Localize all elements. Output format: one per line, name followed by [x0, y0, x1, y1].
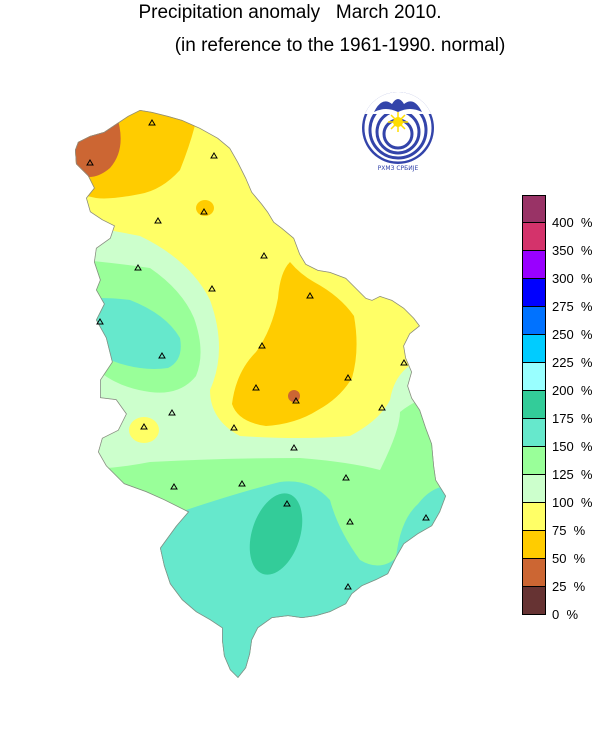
legend-swatch — [522, 391, 546, 419]
legend-item: 0 % — [522, 587, 600, 622]
station-marker — [283, 500, 291, 507]
station-marker — [400, 359, 408, 366]
legend-label: 300 % — [552, 271, 593, 286]
legend-item: 175 % — [522, 391, 600, 426]
legend-item: 200 % — [522, 363, 600, 398]
station-marker — [346, 518, 354, 525]
station-marker — [230, 424, 238, 431]
legend-label: 25 % — [552, 579, 586, 594]
legend-item: 300 % — [522, 251, 600, 286]
legend-swatch — [522, 475, 546, 503]
station-marker — [378, 404, 386, 411]
legend-item: 50 % — [522, 531, 600, 566]
legend-swatch — [522, 419, 546, 447]
station-marker — [344, 583, 352, 590]
legend-label: 250 % — [552, 327, 593, 342]
legend-label: 0 % — [552, 607, 579, 622]
rhmz-logo-icon: РХМЗ СРБИЈЕ — [362, 92, 434, 172]
station-marker — [210, 152, 218, 159]
legend-label: 350 % — [552, 243, 593, 258]
station-marker — [140, 423, 148, 430]
station-marker — [200, 208, 208, 215]
legend-swatch — [522, 559, 546, 587]
legend-swatch — [522, 307, 546, 335]
legend-swatch — [522, 587, 546, 615]
station-marker — [290, 444, 298, 451]
station-marker — [96, 318, 104, 325]
station-marker — [292, 397, 300, 404]
legend-swatch — [522, 363, 546, 391]
legend-swatch — [522, 503, 546, 531]
legend-swatch — [522, 251, 546, 279]
legend-label: 400 % — [552, 215, 593, 230]
station-marker — [258, 342, 266, 349]
legend-item: 225 % — [522, 335, 600, 370]
station-marker — [342, 474, 350, 481]
station-marker — [260, 252, 268, 259]
map-subtitle: (in reference to the 1961-1990. normal) — [174, 35, 506, 56]
station-marker — [422, 514, 430, 521]
legend-label: 150 % — [552, 439, 593, 454]
legend-item: 150 % — [522, 419, 600, 454]
station-marker — [86, 159, 94, 166]
station-marker — [134, 264, 142, 271]
station-marker — [208, 285, 216, 292]
station-marker — [238, 480, 246, 487]
legend-item: 75 % — [522, 503, 600, 538]
legend-label: 225 % — [552, 355, 593, 370]
legend-label: 200 % — [552, 383, 593, 398]
legend-item: 350 % — [522, 223, 600, 258]
map-title: Precipitation anomaly March 2010. — [138, 2, 442, 23]
station-marker — [168, 409, 176, 416]
station-marker — [252, 384, 260, 391]
legend-swatch — [522, 195, 546, 223]
logo-text: РХМЗ СРБИЈЕ — [378, 165, 419, 172]
station-marker — [170, 483, 178, 490]
legend-swatch — [522, 447, 546, 475]
legend-swatch — [522, 335, 546, 363]
station-marker — [306, 292, 314, 299]
legend-label: 125 % — [552, 467, 593, 482]
legend-label: 275 % — [552, 299, 593, 314]
station-marker — [344, 374, 352, 381]
legend-item: 25 % — [522, 559, 600, 594]
legend-swatch — [522, 531, 546, 559]
legend-item: 275 % — [522, 279, 600, 314]
station-marker — [154, 217, 162, 224]
legend-item: 100 % — [522, 475, 600, 510]
legend-label: 175 % — [552, 411, 593, 426]
legend-item: 250 % — [522, 307, 600, 342]
legend-swatch — [522, 223, 546, 251]
station-marker — [158, 352, 166, 359]
station-marker — [148, 119, 156, 126]
legend-item: 400 % — [522, 195, 600, 230]
legend-label: 75 % — [552, 523, 586, 538]
legend-label: 100 % — [552, 495, 593, 510]
legend-item: 125 % — [522, 447, 600, 482]
legend-label: 50 % — [552, 551, 586, 566]
legend-swatch — [522, 279, 546, 307]
